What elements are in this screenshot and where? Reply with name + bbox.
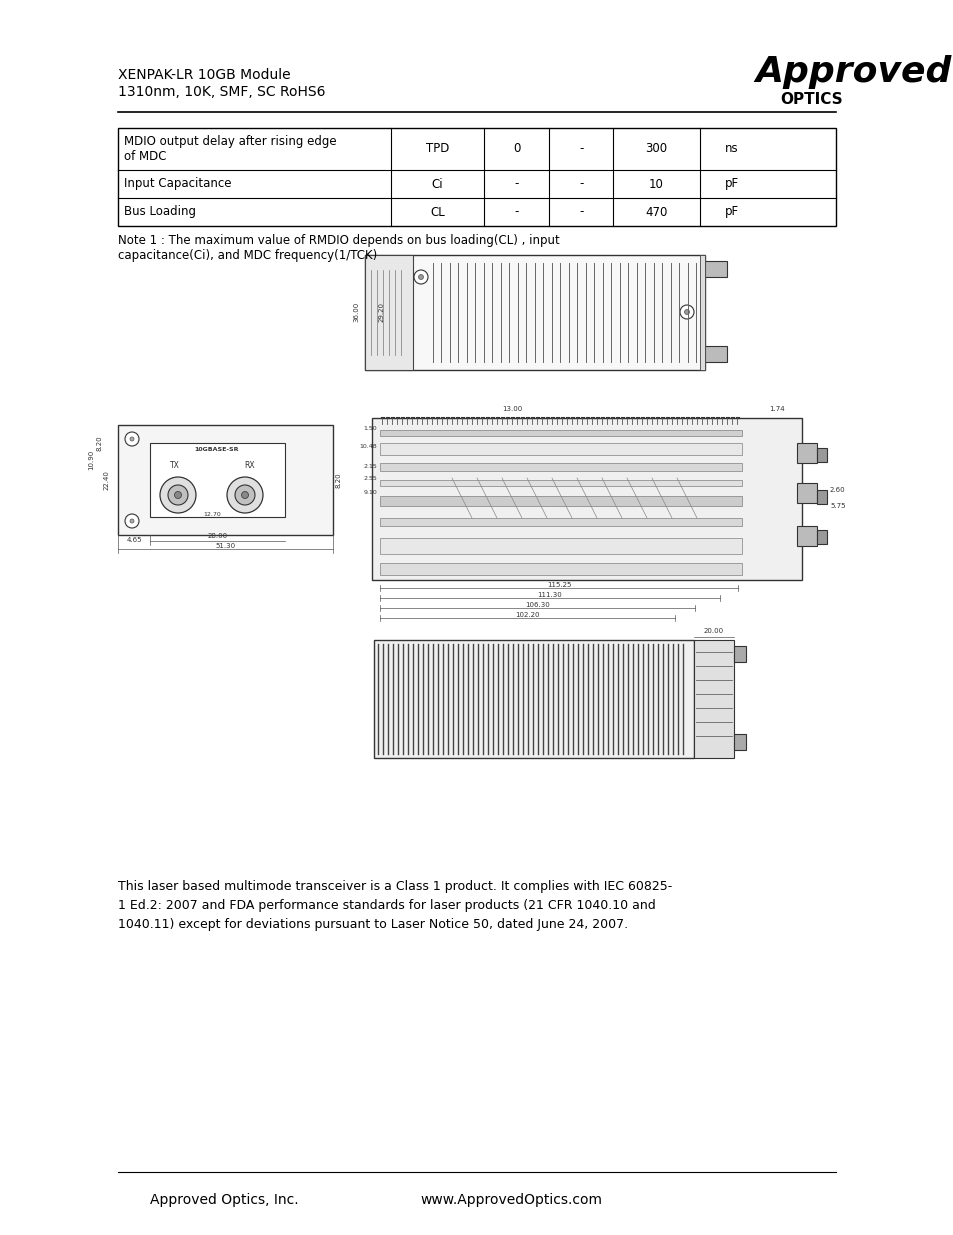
- Text: 102.20: 102.20: [515, 613, 539, 618]
- Bar: [379, 463, 741, 471]
- Text: 8.20: 8.20: [97, 435, 103, 451]
- Bar: [379, 480, 741, 487]
- Text: 1310nm, 10K, SMF, SC RoHS6: 1310nm, 10K, SMF, SC RoHS6: [118, 85, 325, 99]
- Text: Ci: Ci: [432, 178, 443, 190]
- Text: Input Capacitance: Input Capacitance: [124, 178, 232, 190]
- Bar: [733, 734, 745, 750]
- Bar: [796, 483, 816, 503]
- Bar: [150, 443, 285, 517]
- Text: RX: RX: [244, 461, 255, 471]
- Bar: [733, 646, 745, 662]
- Bar: [374, 640, 693, 758]
- Bar: [379, 430, 741, 436]
- Text: 10: 10: [648, 178, 663, 190]
- Bar: [118, 128, 835, 226]
- Text: 2.55: 2.55: [363, 475, 376, 480]
- Text: This laser based multimode transceiver is a Class 1 product. It complies with IE: This laser based multimode transceiver i…: [118, 881, 672, 931]
- Text: -: -: [514, 178, 518, 190]
- Bar: [379, 517, 741, 526]
- Text: TPD: TPD: [425, 142, 449, 156]
- Bar: [118, 425, 333, 535]
- Text: 13.00: 13.00: [501, 406, 521, 412]
- Circle shape: [125, 432, 139, 446]
- Circle shape: [125, 514, 139, 529]
- Text: pF: pF: [724, 178, 739, 190]
- Text: 10.48: 10.48: [359, 443, 376, 448]
- Bar: [796, 526, 816, 546]
- Text: 300: 300: [645, 142, 667, 156]
- Text: 20.00: 20.00: [703, 629, 723, 634]
- Circle shape: [414, 270, 428, 284]
- Circle shape: [160, 477, 195, 513]
- Circle shape: [234, 485, 254, 505]
- Text: 8.20: 8.20: [335, 472, 341, 488]
- Text: www.ApprovedOptics.com: www.ApprovedOptics.com: [419, 1193, 601, 1207]
- Text: 106.30: 106.30: [524, 601, 549, 608]
- Text: -: -: [578, 205, 582, 219]
- Text: 12.70: 12.70: [203, 513, 221, 517]
- Bar: [816, 490, 826, 504]
- Bar: [365, 254, 413, 370]
- Bar: [379, 496, 741, 506]
- Text: XENPAK-LR 10GB Module: XENPAK-LR 10GB Module: [118, 68, 291, 82]
- Bar: [700, 254, 704, 370]
- Text: 111.30: 111.30: [537, 592, 561, 598]
- Text: 470: 470: [644, 205, 667, 219]
- Text: -: -: [578, 178, 582, 190]
- Bar: [816, 530, 826, 543]
- Text: Approved: Approved: [754, 56, 950, 89]
- Text: 2.15: 2.15: [363, 463, 376, 468]
- Text: ns: ns: [724, 142, 738, 156]
- Circle shape: [174, 492, 181, 499]
- Text: 9.10: 9.10: [363, 490, 376, 495]
- Text: Note 1 : The maximum value of RMDIO depends on bus loading(CL) , input
capacitan: Note 1 : The maximum value of RMDIO depe…: [118, 233, 559, 262]
- Bar: [796, 443, 816, 463]
- Text: 51.30: 51.30: [215, 543, 235, 550]
- Text: 10GBASE-SR: 10GBASE-SR: [194, 447, 239, 452]
- Bar: [372, 417, 801, 580]
- Text: 5.75: 5.75: [829, 503, 844, 509]
- Bar: [816, 448, 826, 462]
- Text: 28.00: 28.00: [208, 534, 228, 538]
- Circle shape: [418, 274, 423, 279]
- Bar: [379, 563, 741, 576]
- Text: 1.50: 1.50: [363, 426, 376, 431]
- Text: OPTICS: OPTICS: [780, 91, 842, 107]
- Text: 0: 0: [513, 142, 519, 156]
- Text: 36.00: 36.00: [353, 301, 358, 322]
- Circle shape: [130, 519, 133, 522]
- Bar: [379, 443, 741, 454]
- Circle shape: [241, 492, 248, 499]
- Bar: [704, 346, 726, 362]
- Text: pF: pF: [724, 205, 739, 219]
- Text: Approved Optics, Inc.: Approved Optics, Inc.: [150, 1193, 298, 1207]
- Bar: [365, 254, 704, 370]
- Circle shape: [168, 485, 188, 505]
- Text: 22.40: 22.40: [104, 471, 110, 490]
- Text: CL: CL: [430, 205, 444, 219]
- Text: 29.20: 29.20: [378, 303, 385, 322]
- Text: -: -: [578, 142, 582, 156]
- Text: MDIO output delay after rising edge
of MDC: MDIO output delay after rising edge of M…: [124, 135, 336, 163]
- Text: TX: TX: [170, 461, 180, 471]
- Bar: [693, 640, 733, 758]
- Text: 10.90: 10.90: [88, 450, 94, 471]
- Circle shape: [130, 437, 133, 441]
- Bar: [379, 538, 741, 555]
- Text: 4.65: 4.65: [126, 537, 142, 543]
- Text: -: -: [514, 205, 518, 219]
- Text: 115.25: 115.25: [546, 582, 571, 588]
- Text: Bus Loading: Bus Loading: [124, 205, 195, 219]
- Text: 1.74: 1.74: [768, 406, 784, 412]
- Text: 2.60: 2.60: [829, 487, 844, 493]
- Circle shape: [684, 310, 689, 315]
- Circle shape: [679, 305, 693, 319]
- Bar: [704, 261, 726, 277]
- Circle shape: [227, 477, 263, 513]
